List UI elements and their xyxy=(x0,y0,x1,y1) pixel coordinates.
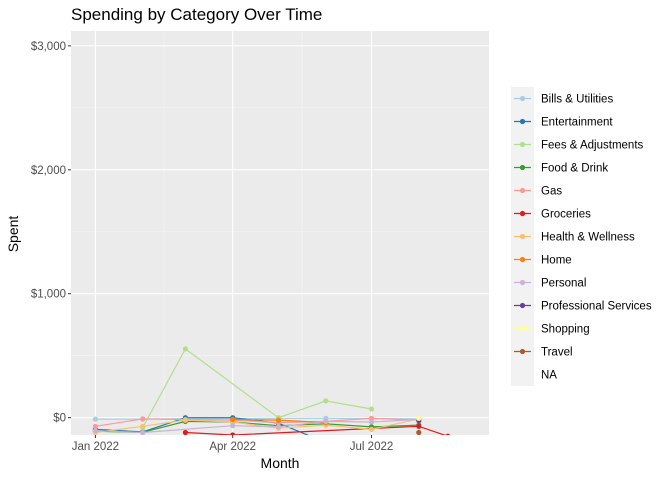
y-tick-label: $2,000 xyxy=(31,165,66,177)
data-point-groceries xyxy=(445,433,451,435)
series-line-food-drink xyxy=(95,420,419,433)
legend-label: Gas xyxy=(541,186,562,198)
legend-key-point xyxy=(519,348,526,355)
legend-label: Travel xyxy=(541,347,573,359)
series-layer xyxy=(92,346,451,445)
data-point-groceries xyxy=(230,432,236,435)
legend-item: Gas xyxy=(514,186,562,198)
y-tick-label: $0 xyxy=(53,413,66,425)
data-point-entertainment xyxy=(323,440,328,445)
x-tick-label: Jan 2022 xyxy=(72,441,119,453)
legend-label: Food & Drink xyxy=(541,163,608,175)
legend-item: Personal xyxy=(514,278,586,290)
plot-panel xyxy=(71,31,489,435)
y-tick-label: $3,000 xyxy=(31,41,66,53)
y-tick-label: $1,000 xyxy=(31,289,66,301)
legend-key-point xyxy=(519,302,526,309)
series-groceries xyxy=(182,423,451,435)
data-point-gas xyxy=(368,415,375,421)
series-shopping xyxy=(416,415,422,421)
legend-key-point xyxy=(519,118,526,125)
axis-ticks xyxy=(68,45,373,438)
data-point-gas xyxy=(92,423,98,429)
axis-tick-labels: $0 $1,000 $2,000 $3,000 Jan 2022 Apr 2022 Jul … xyxy=(31,41,393,453)
legend-label: Bills & Utilities xyxy=(541,94,613,106)
legend-item: Travel xyxy=(514,347,573,359)
data-point-health-wellness xyxy=(182,417,188,423)
legend-key-point xyxy=(519,164,526,171)
legend-label: Shopping xyxy=(541,324,590,336)
legend-item: Home xyxy=(514,255,572,267)
data-point-groceries xyxy=(182,429,188,435)
data-point-personal xyxy=(368,419,375,425)
series-line-gas xyxy=(95,417,419,427)
legend-label: Groceries xyxy=(541,209,591,221)
legend-label: Home xyxy=(541,255,572,267)
series-travel xyxy=(416,429,422,435)
data-point-home xyxy=(275,417,282,423)
data-point-shopping xyxy=(416,415,422,421)
x-axis-title: Month xyxy=(261,455,300,471)
legend-label: Professional Services xyxy=(541,301,652,313)
minor-gridlines xyxy=(71,31,489,435)
legend-item: Fees & Adjustments xyxy=(514,140,644,152)
legend-item: Entertainment xyxy=(514,117,613,129)
data-point-health-wellness xyxy=(140,423,146,429)
y-axis-title: Spent xyxy=(5,216,21,253)
data-point-travel xyxy=(416,429,422,435)
legend-item: Bills & Utilities xyxy=(514,94,613,106)
legend-item: Food & Drink xyxy=(514,163,608,175)
series-personal xyxy=(92,416,422,435)
legend-key-point xyxy=(519,95,526,102)
legend-key-point xyxy=(519,141,526,148)
data-point-personal xyxy=(92,428,98,434)
data-point-fees-adjustments xyxy=(368,406,375,412)
legend-key-point xyxy=(519,187,526,194)
legend-item: Health & Wellness xyxy=(514,232,635,244)
legend-item: NA xyxy=(541,370,557,382)
data-point-groceries xyxy=(416,423,422,429)
legend-label: Entertainment xyxy=(541,117,613,129)
data-point-fees-adjustments xyxy=(323,398,329,404)
legend: Bills & Utilities Entertainment Fees & Adj… xyxy=(511,87,652,386)
legend-key-point xyxy=(519,233,526,240)
series-line-health-wellness xyxy=(95,418,419,434)
data-point-health-wellness xyxy=(368,426,375,432)
legend-label: Health & Wellness xyxy=(541,232,635,244)
data-point-personal xyxy=(140,429,146,435)
legend-item: Groceries xyxy=(514,209,591,221)
data-point-personal xyxy=(323,418,329,424)
data-point-gas xyxy=(140,416,146,422)
legend-key-point xyxy=(519,279,526,286)
legend-label: NA xyxy=(541,370,557,382)
data-point-bills-utilities xyxy=(92,416,98,422)
data-point-fees-adjustments xyxy=(182,346,188,352)
series-line-groceries xyxy=(185,425,447,435)
legend-key-point xyxy=(519,210,526,217)
chart-title: Spending by Category Over Time xyxy=(71,5,322,24)
legend-item: Professional Services xyxy=(514,301,652,313)
x-tick-label: Jul 2022 xyxy=(350,441,393,453)
data-point-home xyxy=(230,416,236,423)
legend-key-point xyxy=(519,325,526,332)
legend-key-point xyxy=(519,256,526,263)
legend-label: Personal xyxy=(541,278,586,290)
x-tick-label: Apr 2022 xyxy=(209,441,256,453)
data-point-personal xyxy=(275,424,282,430)
legend-item: Shopping xyxy=(514,324,590,336)
legend-label: Fees & Adjustments xyxy=(541,140,644,152)
data-point-personal xyxy=(230,423,236,429)
